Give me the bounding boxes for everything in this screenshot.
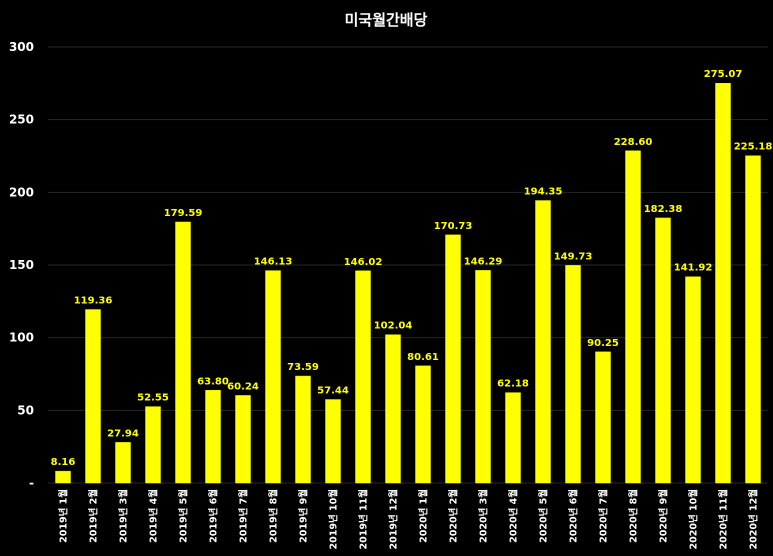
- bar-value-label: 119.36: [74, 296, 113, 307]
- x-tick-label: 2019년 4월: [148, 489, 160, 543]
- x-tick-label: 2020년 8월: [628, 489, 640, 543]
- x-axis-tick-labels: 2019년 1월 2019년 2월 2019년 3월 2019년 4월 2019년 5월…: [58, 489, 760, 549]
- bar: [115, 442, 131, 484]
- bar-value-label: 146.13: [254, 257, 293, 268]
- bar-value-label: 27.94: [107, 428, 139, 439]
- x-tick-label: 2019년 11월: [358, 489, 370, 549]
- bar-value-label: 8.16: [51, 457, 76, 468]
- bar: [625, 150, 641, 484]
- bar-value-label: 146.29: [464, 256, 503, 267]
- x-tick-label: 2020년 9월: [658, 489, 670, 543]
- chart-title: 미국월간배당: [345, 11, 428, 29]
- bar: [685, 276, 701, 484]
- x-tick-label: 2020년 1월: [418, 489, 430, 543]
- y-tick-label: 200: [9, 185, 34, 199]
- bar-value-label: 146.02: [344, 257, 383, 268]
- bar: [745, 155, 761, 484]
- x-tick-label: 2020년 5월: [538, 489, 550, 543]
- x-tick-label: 2019년 9월: [298, 489, 310, 543]
- bar-value-label: 179.59: [164, 208, 203, 219]
- x-tick-label: 2020년 12월: [748, 489, 760, 549]
- bar-value-label: 102.04: [374, 321, 413, 332]
- bar-value-label: 80.61: [407, 352, 439, 363]
- y-tick-label: 250: [9, 113, 34, 127]
- bar-value-label: 228.60: [614, 137, 653, 148]
- x-tick-label: 2020년 10월: [688, 489, 700, 549]
- bar: [475, 270, 491, 484]
- bar: [445, 234, 461, 484]
- bar: [175, 221, 191, 484]
- bar-value-label: 57.44: [317, 386, 349, 397]
- x-tick-label: 2019년 3월: [118, 489, 130, 543]
- bar-value-label: 194.35: [524, 187, 563, 198]
- x-tick-label: 2020년 2월: [448, 489, 460, 543]
- x-tick-label: 2020년 7월: [598, 489, 610, 543]
- bars: [55, 82, 761, 484]
- bar: [595, 351, 611, 484]
- x-tick-label: 2019년 10월: [328, 489, 340, 549]
- bar: [355, 270, 371, 484]
- x-tick-label: 2020년 6월: [568, 489, 580, 543]
- y-tick-label: 50: [17, 403, 34, 417]
- bar-value-label: 141.92: [674, 263, 713, 274]
- bar-value-label: 275.07: [704, 69, 743, 80]
- bar-value-label: 149.73: [554, 251, 593, 262]
- gridlines: [48, 46, 768, 484]
- bar-value-label: 225.18: [734, 142, 773, 153]
- bar: [85, 309, 101, 484]
- y-tick-label: -: [29, 476, 34, 490]
- bar: [145, 406, 161, 484]
- y-tick-label: 300: [9, 40, 34, 54]
- x-tick-label: 2020년 11월: [718, 489, 730, 549]
- x-tick-label: 2019년 5월: [178, 489, 190, 543]
- bar-value-label: 90.25: [587, 338, 619, 349]
- x-tick-label: 2020년 3월: [478, 489, 490, 543]
- bar: [55, 470, 71, 484]
- bar: [565, 265, 581, 484]
- bar: [265, 270, 281, 484]
- x-tick-label: 2019년 7월: [238, 489, 250, 543]
- bar-value-label: 52.55: [137, 393, 169, 404]
- x-tick-label: 2019년 6월: [208, 489, 220, 543]
- bar: [205, 390, 221, 484]
- x-tick-label: 2019년 2월: [88, 489, 100, 543]
- bar-value-label: 62.18: [497, 379, 529, 390]
- bar: [325, 399, 341, 484]
- bar-value-label: 60.24: [227, 381, 259, 392]
- bar: [505, 392, 521, 484]
- y-tick-label: 150: [9, 258, 34, 272]
- y-tick-label: 100: [9, 331, 34, 345]
- x-tick-label: 2020년 4월: [508, 489, 520, 543]
- bar: [655, 217, 671, 484]
- bar-value-label: 182.38: [644, 204, 683, 215]
- bar-value-label: 73.59: [287, 362, 319, 373]
- x-tick-label: 2019년 1월: [58, 489, 70, 543]
- bar: [715, 82, 731, 484]
- y-axis-tick-labels: - 50 100 150 200 250 300: [9, 40, 34, 490]
- x-tick-label: 2019년 12월: [388, 489, 400, 549]
- x-tick-label: 2019년 8월: [268, 489, 280, 543]
- bar: [295, 375, 311, 484]
- bar: [385, 334, 401, 484]
- bar: [235, 395, 251, 484]
- bar: [535, 200, 551, 484]
- bar-value-label: 63.80: [197, 376, 229, 387]
- bar: [415, 365, 431, 484]
- bar-value-label: 170.73: [434, 221, 473, 232]
